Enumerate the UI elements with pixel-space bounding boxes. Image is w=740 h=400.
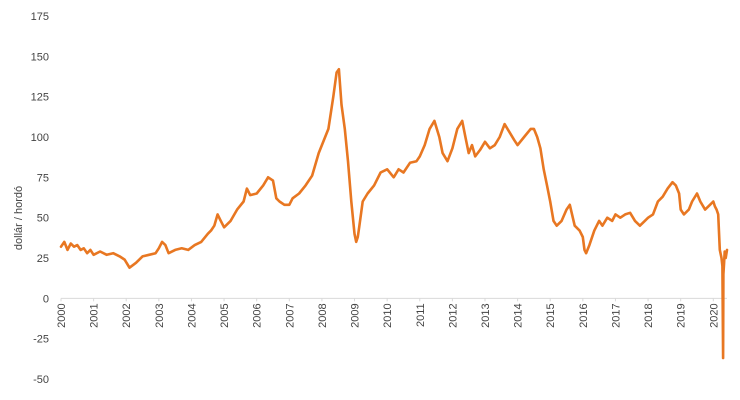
x-tick-label: 2019 (676, 303, 688, 327)
x-tick-label: 2014 (513, 303, 525, 327)
x-tick-label: 2011 (415, 303, 427, 327)
y-tick-label: -25 (33, 334, 49, 346)
x-tick-label: 2001 (89, 303, 101, 327)
y-axis-ticks: -50 -25 0 25 50 75 100 125 150 175 (31, 11, 49, 386)
y-axis-title: dollár / hordó (13, 186, 25, 250)
x-tick-label: 2005 (219, 303, 231, 327)
y-tick-label: 100 (31, 132, 49, 144)
series-line (59, 67, 729, 360)
x-tick-label: 2000 (56, 303, 68, 327)
x-tick-label: 2002 (121, 303, 133, 327)
y-tick-label: 50 (37, 213, 49, 225)
x-tick-label: 2007 (284, 303, 296, 327)
x-tick-label: 2017 (610, 303, 622, 327)
x-tick-label: 2013 (480, 303, 492, 327)
x-tick-label: 2008 (317, 303, 329, 327)
x-tick-label: 2018 (643, 303, 655, 327)
y-tick-label: 150 (31, 51, 49, 63)
y-tick-label: -50 (33, 374, 49, 386)
series-layer (59, 67, 729, 360)
x-tick-label: 2012 (447, 303, 459, 327)
y-tick-label: 125 (31, 92, 49, 104)
x-tick-label: 2009 (350, 303, 362, 327)
y-tick-label: 75 (37, 172, 49, 184)
x-tick-label: 2020 (708, 303, 720, 327)
x-tick-label: 2016 (578, 303, 590, 327)
y-tick-label: 175 (31, 11, 49, 23)
x-tick-label: 2010 (382, 303, 394, 327)
y-tick-label: 0 (43, 293, 49, 305)
x-tick-label: 2003 (154, 303, 166, 327)
x-tick-label: 2015 (545, 303, 557, 327)
x-axis-ticks: 2000 2001 2002 2003 2004 2005 2006 2007 2008 2009… (56, 298, 720, 328)
y-tick-label: 25 (37, 253, 49, 265)
x-tick-label: 2004 (186, 303, 198, 327)
x-tick-label: 2006 (252, 303, 264, 327)
